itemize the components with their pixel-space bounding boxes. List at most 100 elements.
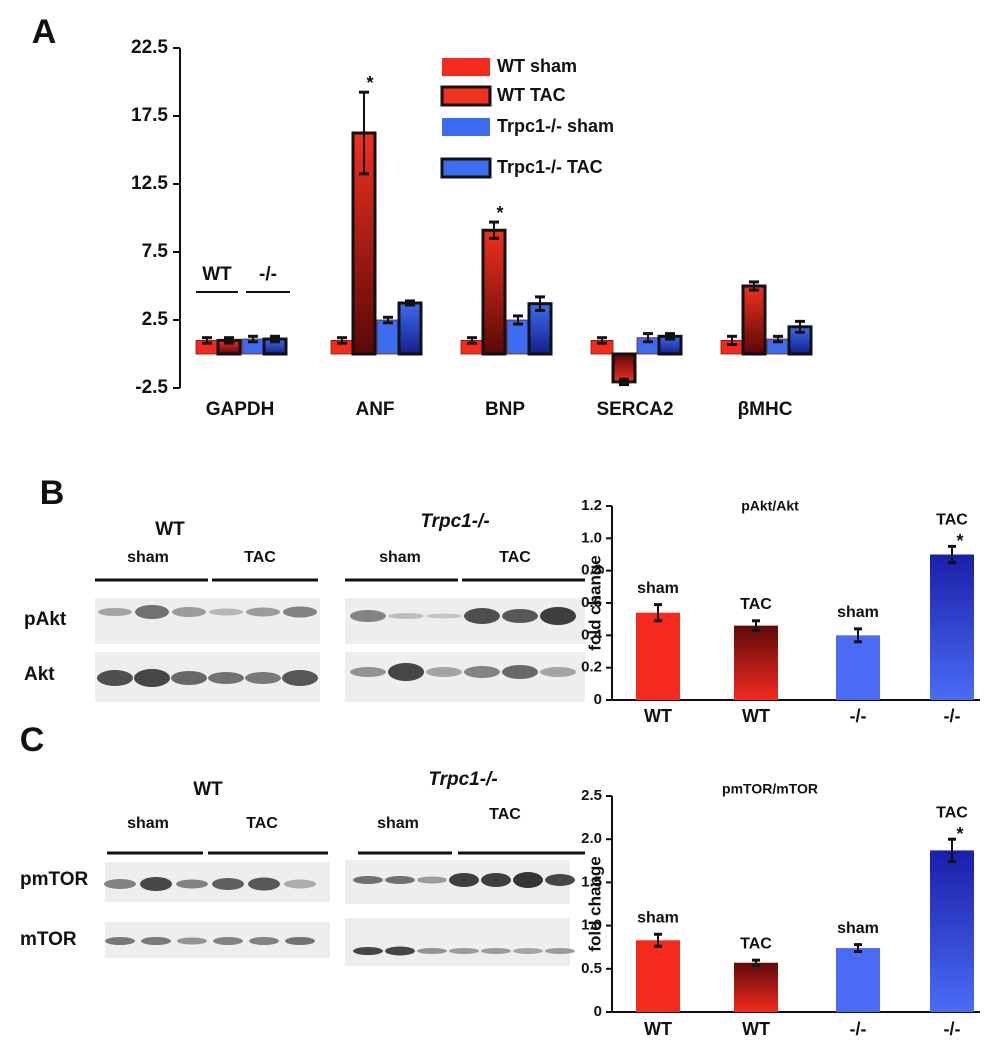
legend-label: WT sham xyxy=(497,56,577,76)
blot-group-label: Trpc1-/- xyxy=(420,511,489,532)
blot-band xyxy=(350,667,386,677)
error-bar xyxy=(752,619,760,632)
chart-title: pmTOR/mTOR xyxy=(722,781,818,797)
y-tick-label: 1.2 xyxy=(581,497,602,514)
blot-band xyxy=(176,879,208,889)
y-tick-label: 0.6 xyxy=(581,594,602,611)
blot-row-label: pmTOR xyxy=(20,869,89,890)
legend-swatch xyxy=(440,157,492,179)
error-bar xyxy=(513,314,523,326)
bar-label: sham xyxy=(837,604,879,621)
panel-label: B xyxy=(40,474,65,512)
blot-band xyxy=(284,879,316,889)
y-tick-label: 12.5 xyxy=(131,173,168,194)
blot-band xyxy=(213,937,243,945)
bar-label: sham xyxy=(837,920,879,937)
y-tick-label: 0.4 xyxy=(581,626,603,643)
blot-band xyxy=(98,608,132,616)
group-label: -/- xyxy=(259,264,277,285)
blot-band xyxy=(134,669,170,687)
blot-band xyxy=(417,876,447,884)
blot-band xyxy=(245,672,281,684)
blot-band xyxy=(171,671,207,685)
y-tick-label: 0.2 xyxy=(581,659,602,676)
blot-band xyxy=(104,879,136,889)
y-tick-label: 2.0 xyxy=(581,830,602,847)
blot-band xyxy=(282,670,318,686)
bar xyxy=(636,612,680,700)
blot-band xyxy=(385,876,415,884)
y-tick-label: 2.5 xyxy=(142,309,169,330)
blot-band xyxy=(426,667,462,677)
y-tick-label: 1.5 xyxy=(581,873,602,890)
blot-band xyxy=(248,877,280,891)
blot-band xyxy=(449,873,479,887)
bar xyxy=(836,948,880,1012)
panel-label: C xyxy=(20,721,45,759)
bar-label: TAC xyxy=(936,512,968,529)
error-bar xyxy=(948,837,956,864)
x-tick-label: SERCA2 xyxy=(596,399,673,420)
legend-swatch xyxy=(442,58,490,76)
y-tick-label: 17.5 xyxy=(131,105,168,126)
x-tick-label: WT xyxy=(644,706,672,726)
blot-band xyxy=(388,613,424,619)
y-tick-label: 1.0 xyxy=(581,529,602,546)
error-bar xyxy=(854,943,862,954)
y-axis-label: fold change xyxy=(585,856,604,951)
error-bar xyxy=(597,336,607,345)
error-bar xyxy=(654,603,662,623)
chart-title: pAkt/Akt xyxy=(741,498,799,514)
x-tick-label: WT xyxy=(742,1019,770,1039)
significance: * xyxy=(366,73,373,93)
error-bar xyxy=(752,958,760,967)
blot-band xyxy=(212,878,244,890)
x-tick-label: WT xyxy=(644,1019,672,1039)
y-tick-label: 0 xyxy=(594,1003,602,1020)
blot-band xyxy=(105,937,135,945)
blot-group-label: Trpc1-/- xyxy=(428,769,497,790)
blot-band xyxy=(285,937,315,945)
blot-condition-label: TAC xyxy=(489,806,521,823)
bar xyxy=(397,301,423,356)
significance: * xyxy=(956,531,963,551)
blot-band xyxy=(353,947,383,955)
error-bar xyxy=(489,220,499,240)
significance: * xyxy=(496,203,503,223)
blot-band xyxy=(283,606,317,618)
blot-band xyxy=(208,672,244,684)
blot-row-label: mTOR xyxy=(20,929,77,950)
blot-condition-label: sham xyxy=(379,549,421,566)
blot-band xyxy=(141,937,171,945)
blot-row-label: Akt xyxy=(24,664,55,685)
blot-strip xyxy=(345,918,570,966)
error-bar xyxy=(359,90,369,176)
blot-band xyxy=(350,610,386,622)
y-tick-label: 2.5 xyxy=(581,787,602,804)
panel-label: A xyxy=(32,13,57,51)
error-bar xyxy=(795,319,805,334)
blot-condition-label: sham xyxy=(127,815,169,832)
bar xyxy=(481,228,507,356)
blot-band xyxy=(246,607,280,617)
blot-band xyxy=(172,607,206,617)
blot-band xyxy=(464,666,500,678)
error-bar xyxy=(749,280,759,292)
blot-band xyxy=(545,948,575,954)
y-tick-label: 0.5 xyxy=(581,960,602,977)
error-bar xyxy=(337,336,347,345)
y-axis-label: fold change xyxy=(585,555,604,650)
blot-band xyxy=(502,665,538,679)
blot-band xyxy=(249,937,279,945)
blot-band xyxy=(464,608,500,624)
blot-band xyxy=(177,937,207,945)
bar xyxy=(734,625,778,700)
y-tick-label: -2.5 xyxy=(135,377,168,398)
blot-band xyxy=(540,607,576,625)
bar-label: TAC xyxy=(740,596,772,613)
legend-label: Trpc1-/- TAC xyxy=(497,157,603,177)
error-bar xyxy=(665,332,675,341)
significance: * xyxy=(956,824,963,844)
x-tick-label: BNP xyxy=(485,399,525,420)
